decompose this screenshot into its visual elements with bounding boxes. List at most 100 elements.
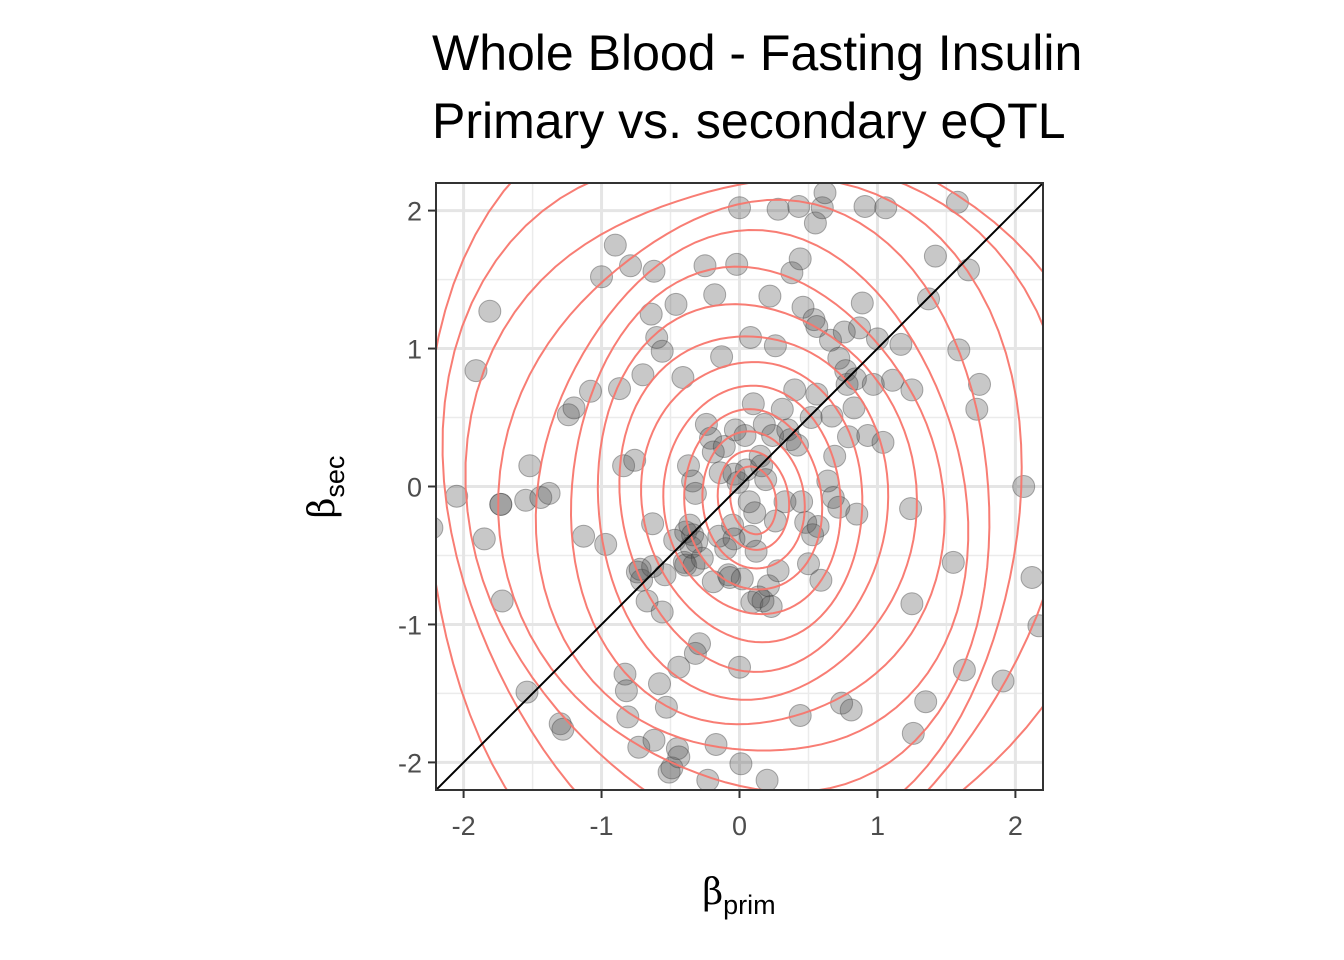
data-point — [813, 183, 837, 205]
data-point — [794, 510, 818, 534]
y-tick-label: 0 — [407, 473, 422, 503]
data-point — [631, 363, 655, 387]
data-point — [968, 372, 991, 396]
data-point — [827, 346, 851, 370]
data-point — [747, 585, 771, 609]
data-point — [901, 721, 925, 745]
data-point — [754, 468, 778, 492]
data-point — [806, 515, 830, 538]
data-point — [744, 539, 768, 563]
data-point — [776, 418, 800, 442]
data-point — [703, 283, 727, 307]
density-contour — [662, 384, 842, 616]
data-point — [614, 679, 638, 703]
y-axis-label-subscript: sec — [320, 456, 350, 498]
data-point — [820, 404, 844, 428]
data-point — [923, 244, 947, 268]
density-contour — [683, 408, 824, 591]
density-contour — [464, 183, 1023, 790]
y-axis-label-symbol: β — [302, 498, 343, 519]
x-axis-label-symbol: β — [702, 872, 723, 913]
y-axis-ticks: -2 -1 0 1 2 — [398, 197, 436, 778]
data-point — [693, 254, 717, 278]
data-point — [478, 299, 502, 323]
chart-title-line-2: Primary vs. secondary eQTL — [432, 93, 1066, 149]
data-point — [518, 454, 542, 478]
x-tick-label: 1 — [870, 811, 885, 841]
data-point — [803, 211, 827, 235]
data-point — [537, 481, 561, 505]
data-point — [616, 705, 640, 729]
x-axis-label-subscript: prim — [723, 890, 776, 920]
data-point — [780, 261, 804, 285]
data-point — [645, 326, 669, 349]
density-contour — [640, 361, 864, 644]
data-point — [850, 291, 874, 315]
data-point — [819, 328, 842, 352]
density-contour — [569, 265, 946, 726]
data-point — [529, 486, 553, 509]
data-point — [900, 378, 924, 402]
data-point — [515, 680, 539, 704]
data-point — [827, 495, 851, 519]
data-point — [787, 195, 811, 218]
y-tick-label: 1 — [407, 335, 422, 365]
y-tick-label: 2 — [407, 197, 422, 227]
data-point — [941, 550, 965, 574]
data-point — [755, 768, 779, 790]
data-point — [639, 302, 663, 326]
data-point — [641, 512, 665, 536]
data-point — [874, 196, 898, 220]
data-point — [788, 247, 812, 271]
data-point — [783, 378, 807, 402]
data-point — [590, 265, 613, 289]
data-point — [914, 690, 938, 714]
data-point — [848, 316, 871, 340]
data-point — [853, 195, 877, 218]
data-point — [899, 497, 923, 521]
data-point — [712, 435, 736, 458]
data-point — [489, 492, 513, 516]
y-tick-label: -2 — [398, 748, 422, 778]
data-point — [1027, 614, 1043, 638]
density-contour — [497, 198, 991, 790]
data-point — [766, 197, 790, 221]
chart-title-line-1: Whole Blood - Fasting Insulin — [432, 25, 1083, 81]
data-point — [805, 382, 829, 406]
data-point — [664, 292, 688, 316]
data-point — [835, 372, 859, 396]
data-point — [839, 698, 863, 722]
data-point — [650, 339, 674, 363]
density-contour — [596, 303, 918, 701]
density-contour — [441, 183, 1043, 790]
x-tick-label: 2 — [1008, 811, 1023, 841]
data-point — [791, 295, 815, 319]
data-point — [761, 424, 785, 447]
x-tick-label: -2 — [452, 811, 476, 841]
identity-line — [436, 183, 1043, 790]
data-point — [866, 327, 889, 351]
data-point — [708, 461, 732, 485]
data-point — [773, 490, 797, 514]
data-point — [723, 418, 747, 442]
data-point — [436, 517, 444, 539]
data-point — [728, 196, 751, 220]
data-point — [683, 641, 707, 665]
data-point — [758, 284, 782, 308]
data-point — [714, 537, 738, 561]
x-tick-label: -1 — [590, 811, 614, 841]
data-point — [889, 332, 913, 356]
density-contour — [534, 228, 970, 752]
y-tick-label: -1 — [398, 610, 422, 640]
data-point — [562, 396, 586, 420]
data-point — [694, 412, 718, 436]
x-axis-ticks: -2 -1 0 1 2 — [452, 790, 1023, 841]
data-point — [572, 524, 596, 548]
data-point — [579, 379, 602, 403]
data-point — [788, 704, 812, 727]
data-point — [810, 196, 834, 220]
data-point — [612, 454, 636, 478]
data-point — [623, 448, 647, 472]
density-contour — [701, 430, 806, 570]
data-point — [728, 655, 751, 679]
